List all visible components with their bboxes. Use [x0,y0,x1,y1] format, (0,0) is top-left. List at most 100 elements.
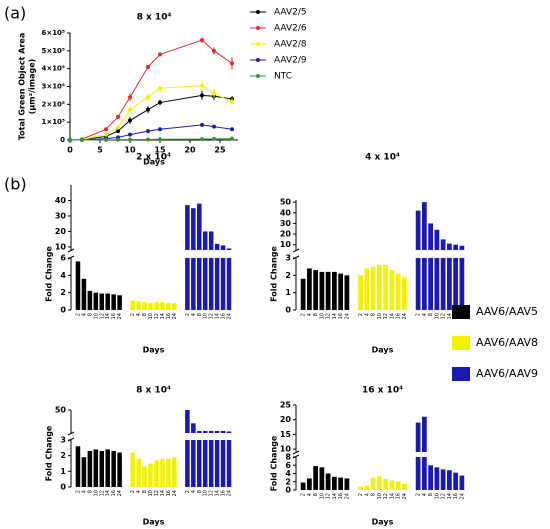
bar [447,470,452,490]
point [230,99,234,104]
bar [191,440,196,487]
x-axis-label: Days [372,346,394,355]
x-tick-label: 2 [301,313,307,316]
x-tick-label: 4 [364,493,370,496]
y-tick-label: 5×10⁵ [41,47,65,55]
y-tick-label: 4 [285,469,291,478]
point [200,93,204,98]
point [200,122,204,127]
y-tick-label: 6×10⁵ [41,29,65,37]
x-tick-label: 10 [377,493,383,499]
x-tick-label: 8 [197,313,203,316]
bar [319,271,325,310]
x-tick-label: 16 [166,313,172,319]
x-tick-label: 10 [93,313,99,319]
x-tick-label: 2 [130,490,136,493]
bar [166,458,171,487]
point [212,91,216,96]
point [200,38,204,43]
y-tick-label: 4×10⁵ [41,65,65,73]
bar [197,440,202,487]
bar [338,477,343,490]
x-tick-label: 4 [191,490,197,493]
x-axis-label: Days [143,158,165,167]
x-tick-label: 10 [148,490,154,496]
bar [358,486,363,490]
y-tick-label: 10 [55,242,67,251]
point [146,107,150,112]
bar [136,301,141,310]
x-axis-label: Days [143,346,165,355]
point [146,129,150,134]
x-tick-label: 4 [136,490,142,493]
bar [117,452,122,487]
x-tick-label: 16 [396,313,402,319]
x-tick-label: 4 [81,490,87,493]
x-tick-label: 16 [453,493,459,499]
x-tick-label: 4 [136,313,142,316]
bar [185,410,190,433]
legend-label: AAV2/5 [274,8,307,18]
bar [117,295,122,310]
bar [300,482,306,490]
chart-title: 16 x 10⁴ [362,386,403,396]
y-tick-label: 2 [285,271,291,280]
y-tick-label: 20 [280,415,292,424]
bar [338,273,343,310]
bar [422,457,427,490]
x-tick-label: 24 [344,493,350,499]
bar [197,430,202,433]
bar [358,275,363,310]
bar [202,258,208,310]
y-tick-label: 50 [280,198,292,207]
y-tick-label: 2×10⁵ [41,100,65,108]
y-tick-label: 20 [55,227,67,236]
legend-label: AAV6/AAV5 [476,305,538,318]
bar [364,485,370,490]
bar [226,431,232,433]
y-tick-label: 2 [60,451,66,460]
bar [428,258,433,310]
legend-swatch [452,305,470,319]
bar [166,303,171,310]
x-tick-label: 10 [319,313,325,319]
point [80,138,84,142]
bar [130,452,135,487]
point [116,137,120,142]
bar [130,300,135,310]
point [104,132,108,137]
x-tick-label: 2 [75,313,81,316]
x-axis-label: Days [372,518,394,527]
bar [81,457,87,487]
x-tick-label: 24 [172,313,178,319]
bar [344,478,350,490]
x-tick-label: 14 [105,313,111,319]
x-tick-label: 2 [75,490,81,493]
bar [154,460,159,487]
bar [313,466,318,490]
x-tick-label: 14 [215,313,221,319]
y-tick-label: 2 [60,288,66,297]
legend-swatch [256,58,260,62]
x-tick-label: 2 [416,313,422,316]
legend-label: AAV2/6 [274,24,307,34]
point [158,127,162,132]
x-tick-label: 12 [154,313,160,319]
x-tick-label: 10 [93,490,99,496]
x-tick-label: 16 [221,490,227,496]
bar [185,440,190,487]
bar [434,467,440,490]
bar [440,258,446,310]
x-axis-label: Days [143,518,165,527]
bar [111,450,116,487]
x-tick-label: 14 [160,313,166,319]
bar [226,258,232,310]
bar [383,264,388,310]
bar [434,258,440,310]
chart-title: 2 x 10⁴ [136,153,171,163]
y-tick-label: 0 [60,483,66,492]
bar [220,258,226,310]
bar [93,449,99,487]
x-tick-label: 20 [184,146,196,155]
bar [214,243,220,250]
